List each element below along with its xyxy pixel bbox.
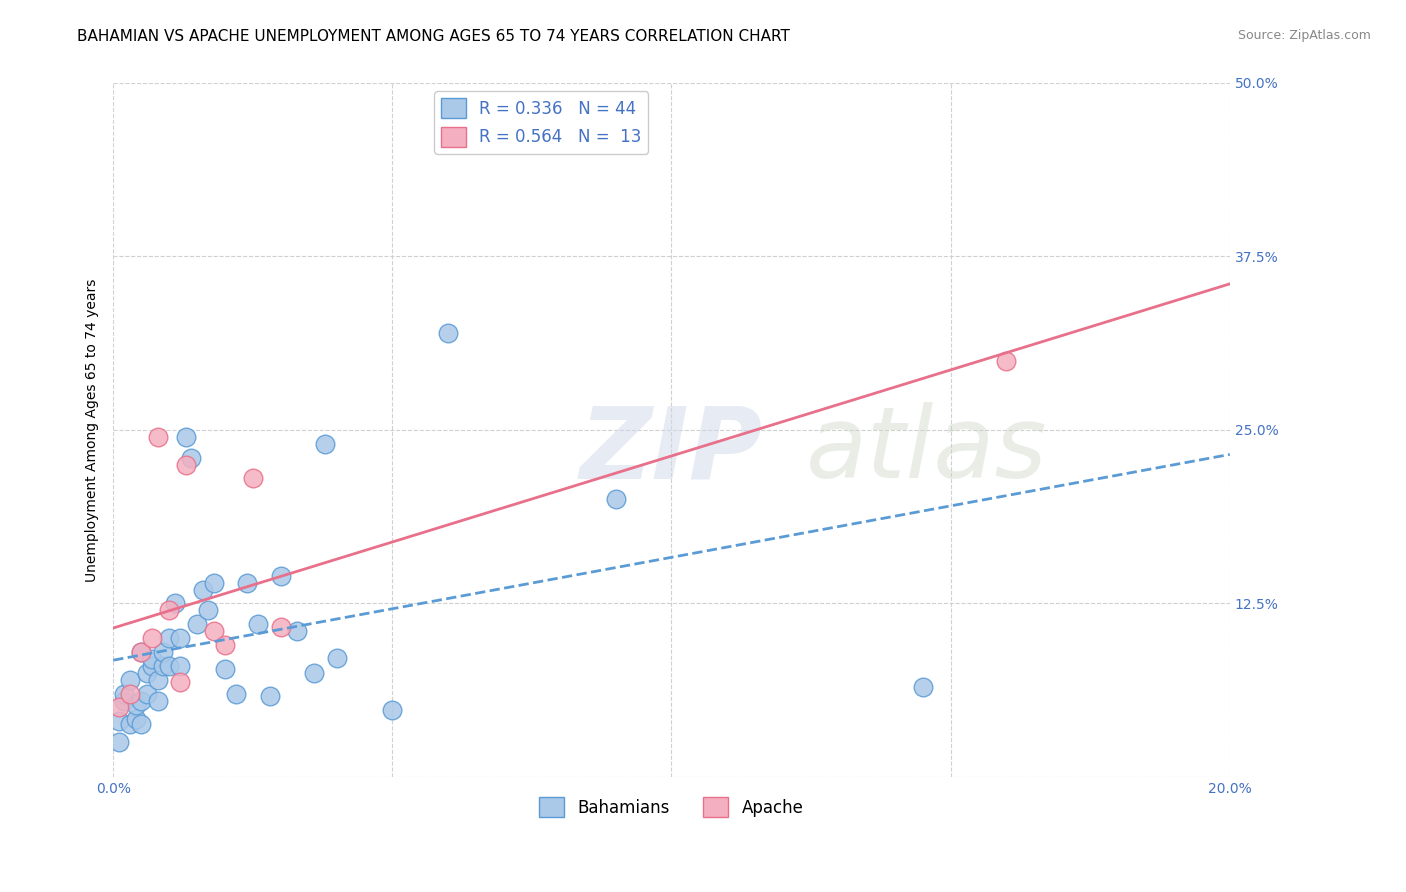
Point [107,700,129,714]
Point [247,617,270,632]
Point [118,673,141,687]
Point [169,675,191,690]
Point [141,658,163,673]
Point [314,437,336,451]
Point [169,658,191,673]
Point [124,698,146,712]
Point [129,645,152,659]
Point [381,703,404,717]
Point [112,687,135,701]
Point [242,471,264,485]
Point [146,673,169,687]
Text: ZIP: ZIP [581,402,763,500]
Point [911,680,934,694]
Point [141,652,163,666]
Point [107,735,129,749]
Point [135,665,157,680]
Point [107,714,129,729]
Point [995,353,1018,368]
Point [157,658,180,673]
Point [287,624,309,639]
Point [197,603,219,617]
Point [174,458,197,472]
Y-axis label: Unemployment Among Ages 65 to 74 years: Unemployment Among Ages 65 to 74 years [86,278,100,582]
Point [325,650,347,665]
Point [169,631,191,645]
Point [157,603,180,617]
Point [186,617,208,632]
Point [129,693,152,707]
Point [146,430,169,444]
Point [214,662,236,676]
Point [112,693,135,707]
Point [129,645,152,659]
Point [270,620,292,634]
Point [157,631,180,645]
Point [437,326,460,340]
Point [214,638,236,652]
Point [202,575,225,590]
Point [124,712,146,726]
Text: BAHAMIAN VS APACHE UNEMPLOYMENT AMONG AGES 65 TO 74 YEARS CORRELATION CHART: BAHAMIAN VS APACHE UNEMPLOYMENT AMONG AG… [77,29,790,44]
Point [152,658,174,673]
Point [202,624,225,639]
Point [225,687,247,701]
Point [259,690,281,704]
Point [191,582,214,597]
Point [270,568,292,582]
Point [152,645,174,659]
Point [163,596,186,610]
Text: atlas: atlas [806,402,1047,500]
Point [118,687,141,701]
Text: Source: ZipAtlas.com: Source: ZipAtlas.com [1237,29,1371,42]
Legend: Bahamians, Apache: Bahamians, Apache [533,790,810,824]
Point [302,665,325,680]
Point [141,631,163,645]
Point [174,430,197,444]
Point [605,492,627,507]
Point [146,693,169,707]
Point [236,575,259,590]
Point [180,450,202,465]
Point [129,717,152,731]
Point [118,717,141,731]
Point [135,687,157,701]
